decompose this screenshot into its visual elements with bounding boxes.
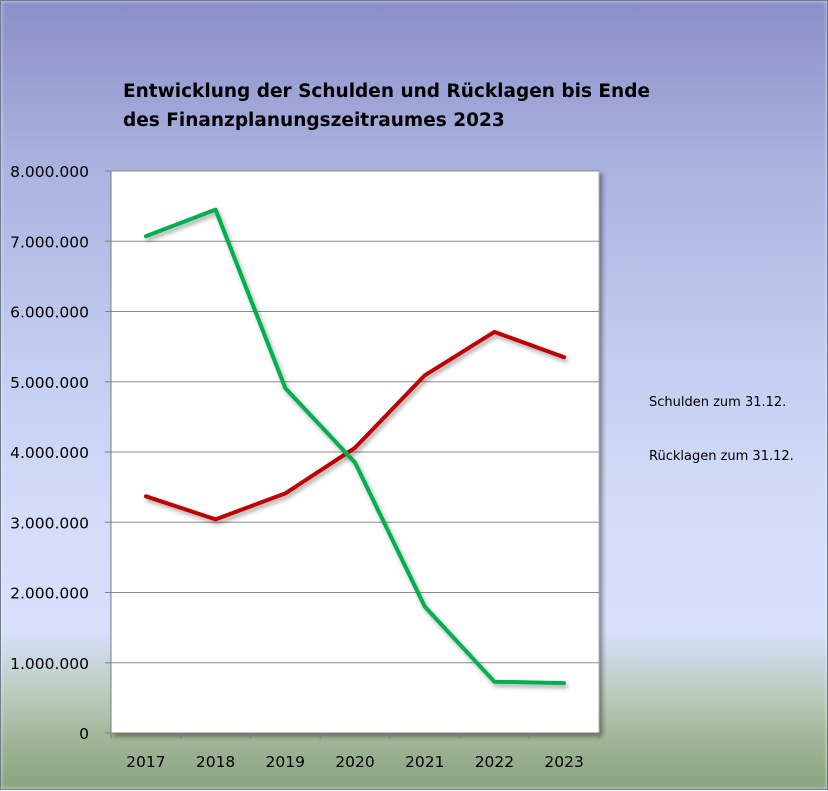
- x-tick-label: 2018: [196, 753, 235, 771]
- data-point: [353, 461, 357, 465]
- chart-title: Entwicklung der Schulden und Rücklagen b…: [123, 81, 651, 131]
- y-tick-label: 6.000.000: [10, 304, 89, 322]
- data-point: [562, 355, 566, 359]
- data-point: [283, 386, 287, 390]
- legend-label: Schulden zum 31.12.: [649, 395, 787, 410]
- x-tick-label: 2017: [126, 753, 165, 771]
- data-point: [283, 491, 287, 495]
- data-point: [562, 681, 566, 685]
- data-point: [353, 446, 357, 450]
- y-tick-label: 1.000.000: [10, 655, 89, 673]
- x-tick-label: 2023: [544, 753, 583, 771]
- y-tick-label: 3.000.000: [10, 514, 89, 532]
- legend: [605, 403, 645, 461]
- x-tick-label: 2022: [475, 753, 514, 771]
- data-point: [144, 234, 148, 238]
- x-tick-label: 2019: [266, 753, 305, 771]
- y-tick-label: 0: [79, 725, 89, 743]
- series-line-schulden: [143, 329, 567, 522]
- axes: 0 1.000.000 2.000.000 3.000.000 4.000.000 5.0…: [10, 163, 600, 771]
- y-tick-label: 8.000.000: [10, 163, 89, 181]
- y-tick-label: 7.000.000: [10, 233, 89, 251]
- y-tick-label: 2.000.000: [10, 585, 89, 603]
- series-line-ruecklagen: [143, 207, 567, 686]
- data-point: [492, 680, 496, 684]
- series-lines: [143, 207, 567, 686]
- data-point: [423, 605, 427, 609]
- y-tick-label: 4.000.000: [10, 444, 89, 462]
- y-tick-label: 5.000.000: [10, 374, 89, 392]
- data-point: [144, 494, 148, 498]
- x-tick-label: 2020: [335, 753, 374, 771]
- x-tick-label: 2021: [405, 753, 444, 771]
- data-point: [214, 208, 218, 212]
- gridlines: [111, 170, 599, 664]
- legend-label: Rücklagen zum 31.12.: [649, 449, 794, 464]
- data-point: [492, 330, 496, 334]
- data-point: [214, 517, 218, 521]
- data-point: [423, 373, 427, 377]
